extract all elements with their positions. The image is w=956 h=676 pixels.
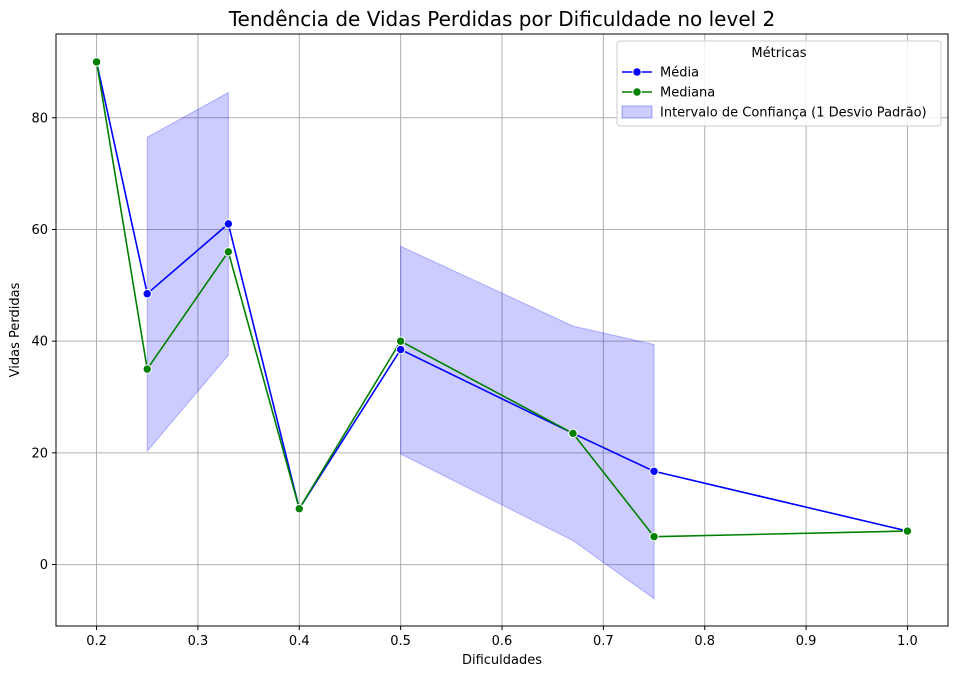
confidence-band (146, 91, 229, 453)
chart-title: Tendência de Vidas Perdidas por Dificuld… (228, 7, 776, 31)
legend-marker-swatch (632, 67, 642, 77)
x-tick-label: 0.2 (86, 634, 107, 649)
data-point (395, 344, 406, 355)
legend-band-swatch (621, 105, 653, 119)
y-axis-label: Vidas Perdidas (8, 282, 23, 377)
y-tick-label: 40 (31, 335, 48, 350)
confidence-band (400, 245, 655, 600)
x-tick-label: 0.5 (390, 634, 411, 649)
data-point (649, 466, 659, 476)
series-line (95, 61, 908, 538)
x-tick-label: 0.3 (188, 634, 209, 649)
axis-ticks: 0.2 0.3 0.4 0.5 0.6 0.7 0.8 0.9 1.0 0 20 40 60 80 (31, 111, 917, 649)
y-tick-label: 20 (31, 446, 48, 461)
legend-title: Métricas (751, 46, 806, 61)
data-point (223, 247, 234, 257)
y-tick-label: 0 (40, 558, 48, 573)
x-tick-label: 0.7 (593, 634, 614, 649)
data-point (294, 504, 304, 514)
data-point (395, 336, 406, 346)
data-point (223, 219, 234, 229)
data-point (649, 531, 659, 542)
series-line (95, 61, 908, 532)
x-tick-label: 0.8 (694, 634, 715, 649)
legend-marker-swatch (632, 87, 642, 97)
x-tick-label: 0.9 (796, 634, 817, 649)
legend: Métricas Média Mediana Intervalo de Confia… (616, 40, 942, 127)
data-point (568, 428, 578, 439)
x-tick-label: 0.4 (289, 634, 310, 649)
legend-entry-label: Mediana (660, 86, 715, 101)
legend-frame (616, 40, 942, 127)
grid (56, 34, 948, 626)
data-point (902, 526, 913, 536)
x-tick-label: 1.0 (897, 634, 918, 649)
legend-entries: Média Mediana Intervalo de Confiança (1 De… (621, 66, 927, 121)
data-point (91, 57, 102, 67)
data-point (142, 288, 152, 299)
series (91, 57, 913, 542)
legend-entry-label: Intervalo de Confiança (1 Desvio Padrão) (660, 106, 927, 121)
y-tick-label: 60 (31, 223, 48, 238)
legend-entry-label: Média (660, 66, 699, 81)
x-tick-label: 0.6 (492, 634, 513, 649)
y-tick-label: 80 (31, 111, 48, 126)
x-axis-label: Dificuldades (462, 653, 542, 668)
data-point (142, 364, 152, 374)
confidence-bands (146, 91, 655, 600)
